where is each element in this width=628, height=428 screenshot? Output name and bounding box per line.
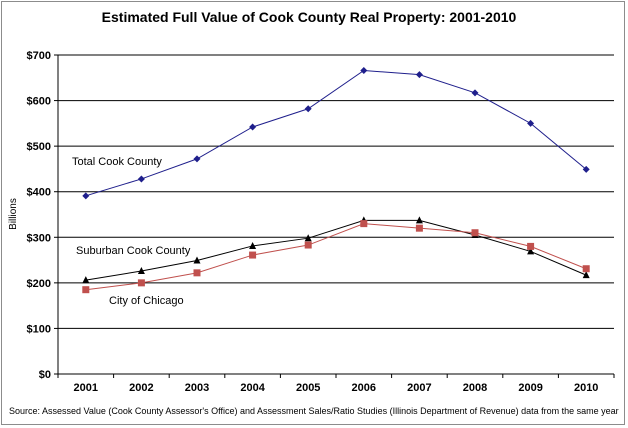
data-point <box>582 265 590 273</box>
data-point <box>137 175 145 183</box>
chart-title: Estimated Full Value of Cook County Real… <box>102 9 517 25</box>
x-tick-label: 2010 <box>574 382 598 394</box>
series-label-chicago: City of Chicago <box>109 295 184 307</box>
data-point <box>527 242 535 250</box>
x-tick-label: 2008 <box>463 382 487 394</box>
series-label-total: Total Cook County <box>72 156 162 168</box>
y-tick-label: $200 <box>27 278 51 290</box>
data-point <box>304 105 312 113</box>
data-point <box>137 279 145 287</box>
series-line <box>85 69 587 197</box>
data-point <box>249 251 257 259</box>
data-point <box>249 241 257 249</box>
data-point <box>82 192 90 200</box>
source-note: Source: Assessed Value (Cook County Asse… <box>9 406 619 416</box>
y-tick-label: $600 <box>27 96 51 108</box>
y-tick-label: $100 <box>27 323 51 335</box>
data-point <box>415 216 423 224</box>
y-tick-label: $300 <box>27 232 51 244</box>
data-point <box>471 89 479 97</box>
y-tick-label: $500 <box>27 141 51 153</box>
data-point <box>193 155 201 163</box>
y-tick-label: $700 <box>27 50 51 62</box>
x-tick-label: 2002 <box>129 382 153 394</box>
x-tick-label: 2001 <box>74 382 98 394</box>
series-line <box>85 223 587 291</box>
data-point <box>471 229 479 237</box>
tick-labels: $0 $100 $200 $300 $400 $500 $600 $700 2001 2002 20… <box>27 50 599 394</box>
x-tick-label: 2007 <box>407 382 431 394</box>
data-point <box>249 123 257 131</box>
x-tick-label: 2005 <box>296 382 320 394</box>
y-tick-label: $400 <box>27 187 51 199</box>
data-point <box>82 276 90 284</box>
data-point <box>193 269 201 277</box>
data-point <box>527 247 535 255</box>
data-point <box>360 220 368 228</box>
data-point <box>415 224 423 232</box>
y-axis-label: Billions <box>8 198 19 230</box>
data-point <box>360 66 368 74</box>
x-tick-label: 2009 <box>518 382 542 394</box>
series-line <box>85 219 587 281</box>
data-point <box>527 119 535 127</box>
axes <box>54 54 615 378</box>
data-point <box>304 234 312 242</box>
data-point <box>582 271 590 279</box>
data-point <box>304 241 312 249</box>
series-lines <box>85 69 587 291</box>
gridlines <box>58 54 614 375</box>
data-point <box>82 286 90 294</box>
series-label-suburban: Suburban Cook County <box>76 245 191 257</box>
y-tick-label: $0 <box>39 369 51 381</box>
x-tick-label: 2006 <box>352 382 376 394</box>
data-point <box>137 267 145 275</box>
data-point <box>193 256 201 264</box>
series-markers <box>82 66 590 294</box>
x-tick-label: 2003 <box>185 382 209 394</box>
data-point <box>582 165 590 173</box>
data-point <box>415 71 423 79</box>
x-tick-label: 2004 <box>240 382 265 394</box>
